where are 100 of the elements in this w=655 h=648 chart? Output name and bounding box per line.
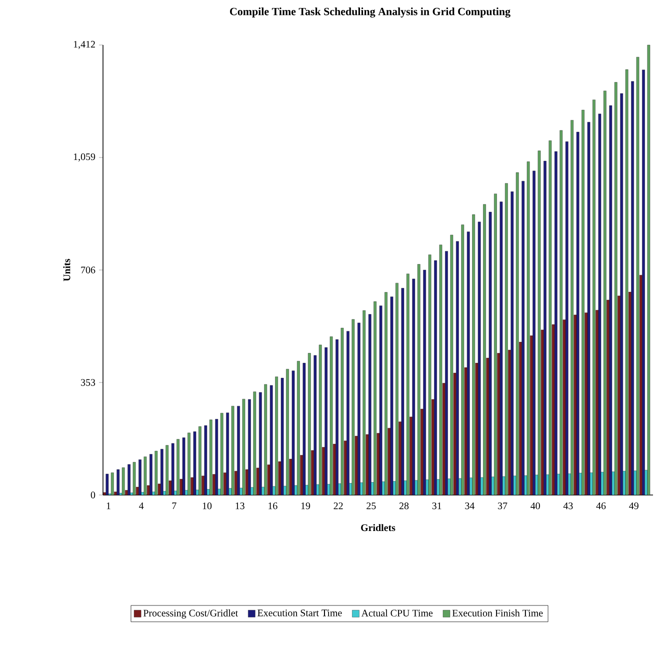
bar: [598, 114, 602, 496]
bar: [466, 232, 470, 496]
bar: [259, 392, 262, 496]
bar: [505, 183, 508, 496]
x-tick-label: 28: [399, 502, 409, 510]
bar: [560, 130, 563, 496]
bar: [346, 331, 350, 496]
bar: [647, 44, 650, 496]
bar: [396, 282, 398, 496]
x-tick-label: 22: [334, 502, 343, 510]
bar: [226, 412, 229, 496]
bar: [150, 454, 152, 496]
chart-title: Compile Time Task Scheduling Analysis in Grid Computing: [230, 8, 510, 18]
bar: [604, 90, 606, 496]
bar: [620, 93, 624, 496]
bar: [625, 69, 628, 496]
x-tick-label: 19: [301, 502, 310, 510]
bar: [264, 384, 268, 496]
bar: [231, 406, 234, 496]
bar: [384, 292, 388, 496]
bar: [292, 370, 295, 496]
bar: [538, 150, 541, 496]
bar: [445, 251, 448, 496]
bar: [122, 467, 125, 496]
bar: [478, 222, 481, 496]
x-tick-label: 4: [139, 502, 144, 510]
bar: [587, 122, 590, 496]
bar: [576, 132, 580, 496]
bar: [439, 244, 442, 496]
x-tick-label: 49: [629, 502, 638, 510]
x-tick-label: 16: [268, 502, 278, 510]
y-tick-label: 706: [81, 266, 96, 274]
x-tick-label: 13: [236, 502, 244, 510]
bar: [483, 204, 486, 496]
bar: [500, 202, 503, 496]
x-tick-label: 31: [432, 502, 442, 510]
bar: [472, 214, 475, 496]
bar: [132, 462, 136, 496]
bar: [209, 420, 212, 496]
bar: [171, 443, 174, 496]
y-tick-label: 0: [90, 492, 96, 498]
bar: [390, 296, 394, 496]
bar: [166, 445, 168, 496]
legend-label: Processing Cost/Gridlet: [143, 609, 238, 618]
bar: [324, 347, 328, 496]
bar: [488, 212, 492, 496]
bar: [204, 425, 208, 496]
legend-label: Execution Finish Time: [452, 609, 543, 616]
x-tick-label: 40: [530, 502, 540, 510]
bar: [116, 469, 120, 496]
bar: [368, 314, 372, 496]
bar: [237, 406, 240, 496]
x-tick-label: 37: [498, 502, 508, 510]
x-tick-label: 7: [172, 502, 176, 510]
x-tick-label: 1: [106, 502, 110, 510]
bar: [362, 310, 366, 496]
bar: [248, 399, 251, 496]
bar: [176, 439, 180, 496]
bar: [532, 170, 536, 496]
bar: [358, 322, 360, 496]
bar: [522, 180, 524, 496]
bar: [160, 449, 164, 496]
bar: [275, 376, 278, 496]
x-tick-label: 34: [465, 502, 474, 510]
bar: [406, 274, 410, 496]
bar: [198, 426, 202, 496]
x-axis-title: Gridlets: [361, 524, 396, 532]
bar: [428, 254, 432, 496]
bar: [280, 378, 284, 496]
bar: [154, 450, 158, 496]
bar: [379, 306, 382, 496]
bar: [456, 241, 459, 496]
y-axis-title: Units: [63, 258, 70, 282]
bar: [138, 460, 142, 496]
x-tick-label: 46: [596, 502, 606, 510]
legend-label: Actual CPU Time: [361, 609, 433, 616]
bar: [182, 438, 186, 496]
bar: [352, 319, 355, 496]
bar: [423, 270, 426, 496]
bar: [302, 362, 306, 496]
bar: [450, 234, 454, 496]
x-tick-label: 43: [563, 502, 573, 510]
bar: [494, 194, 497, 496]
bar: [570, 120, 574, 496]
bar: [128, 464, 130, 496]
bar: [526, 162, 530, 496]
legend-label: Execution Start Time: [258, 610, 342, 616]
bar: [193, 431, 196, 496]
bar: [642, 70, 645, 496]
bar: [374, 301, 376, 496]
bar: [554, 151, 558, 496]
bar: [544, 160, 546, 496]
x-tick-label: 10: [202, 502, 212, 510]
bar: [434, 260, 437, 496]
y-tick-label: 1,059: [74, 153, 96, 162]
bar: [548, 140, 552, 496]
bar: [308, 353, 311, 496]
bar: [401, 288, 404, 496]
bar: [631, 81, 634, 496]
bar: [636, 57, 640, 496]
